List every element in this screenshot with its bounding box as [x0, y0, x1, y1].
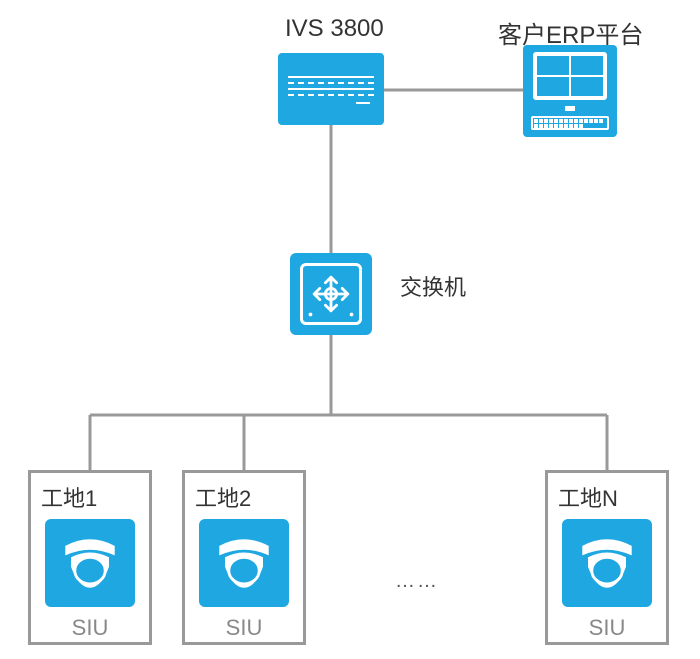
- site-box: 工地N SIU: [545, 470, 669, 645]
- site-box: 工地2 SIU: [182, 470, 306, 645]
- site-box: 工地1 SIU: [28, 470, 152, 645]
- monitor-icon: [533, 52, 607, 100]
- camera-icon: [562, 519, 652, 607]
- siu-label: SIU: [72, 615, 109, 641]
- ellipsis-text: ……: [395, 570, 439, 593]
- site-title: 工地2: [195, 481, 251, 513]
- camera-icon: [199, 519, 289, 607]
- diagram-canvas: IVS 3800 客户ERP平台: [0, 0, 700, 659]
- site-title: 工地N: [558, 481, 618, 513]
- camera-icon: [45, 519, 135, 607]
- switch-label: 交换机: [400, 270, 466, 302]
- switch-icon: [290, 253, 372, 335]
- site-title: 工地1: [41, 481, 97, 513]
- keyboard-icon: [531, 116, 609, 130]
- siu-label: SIU: [589, 615, 626, 641]
- ivs-icon: [278, 53, 384, 125]
- siu-label: SIU: [226, 615, 263, 641]
- erp-icon: [523, 45, 617, 137]
- ivs-label: IVS 3800: [285, 15, 384, 43]
